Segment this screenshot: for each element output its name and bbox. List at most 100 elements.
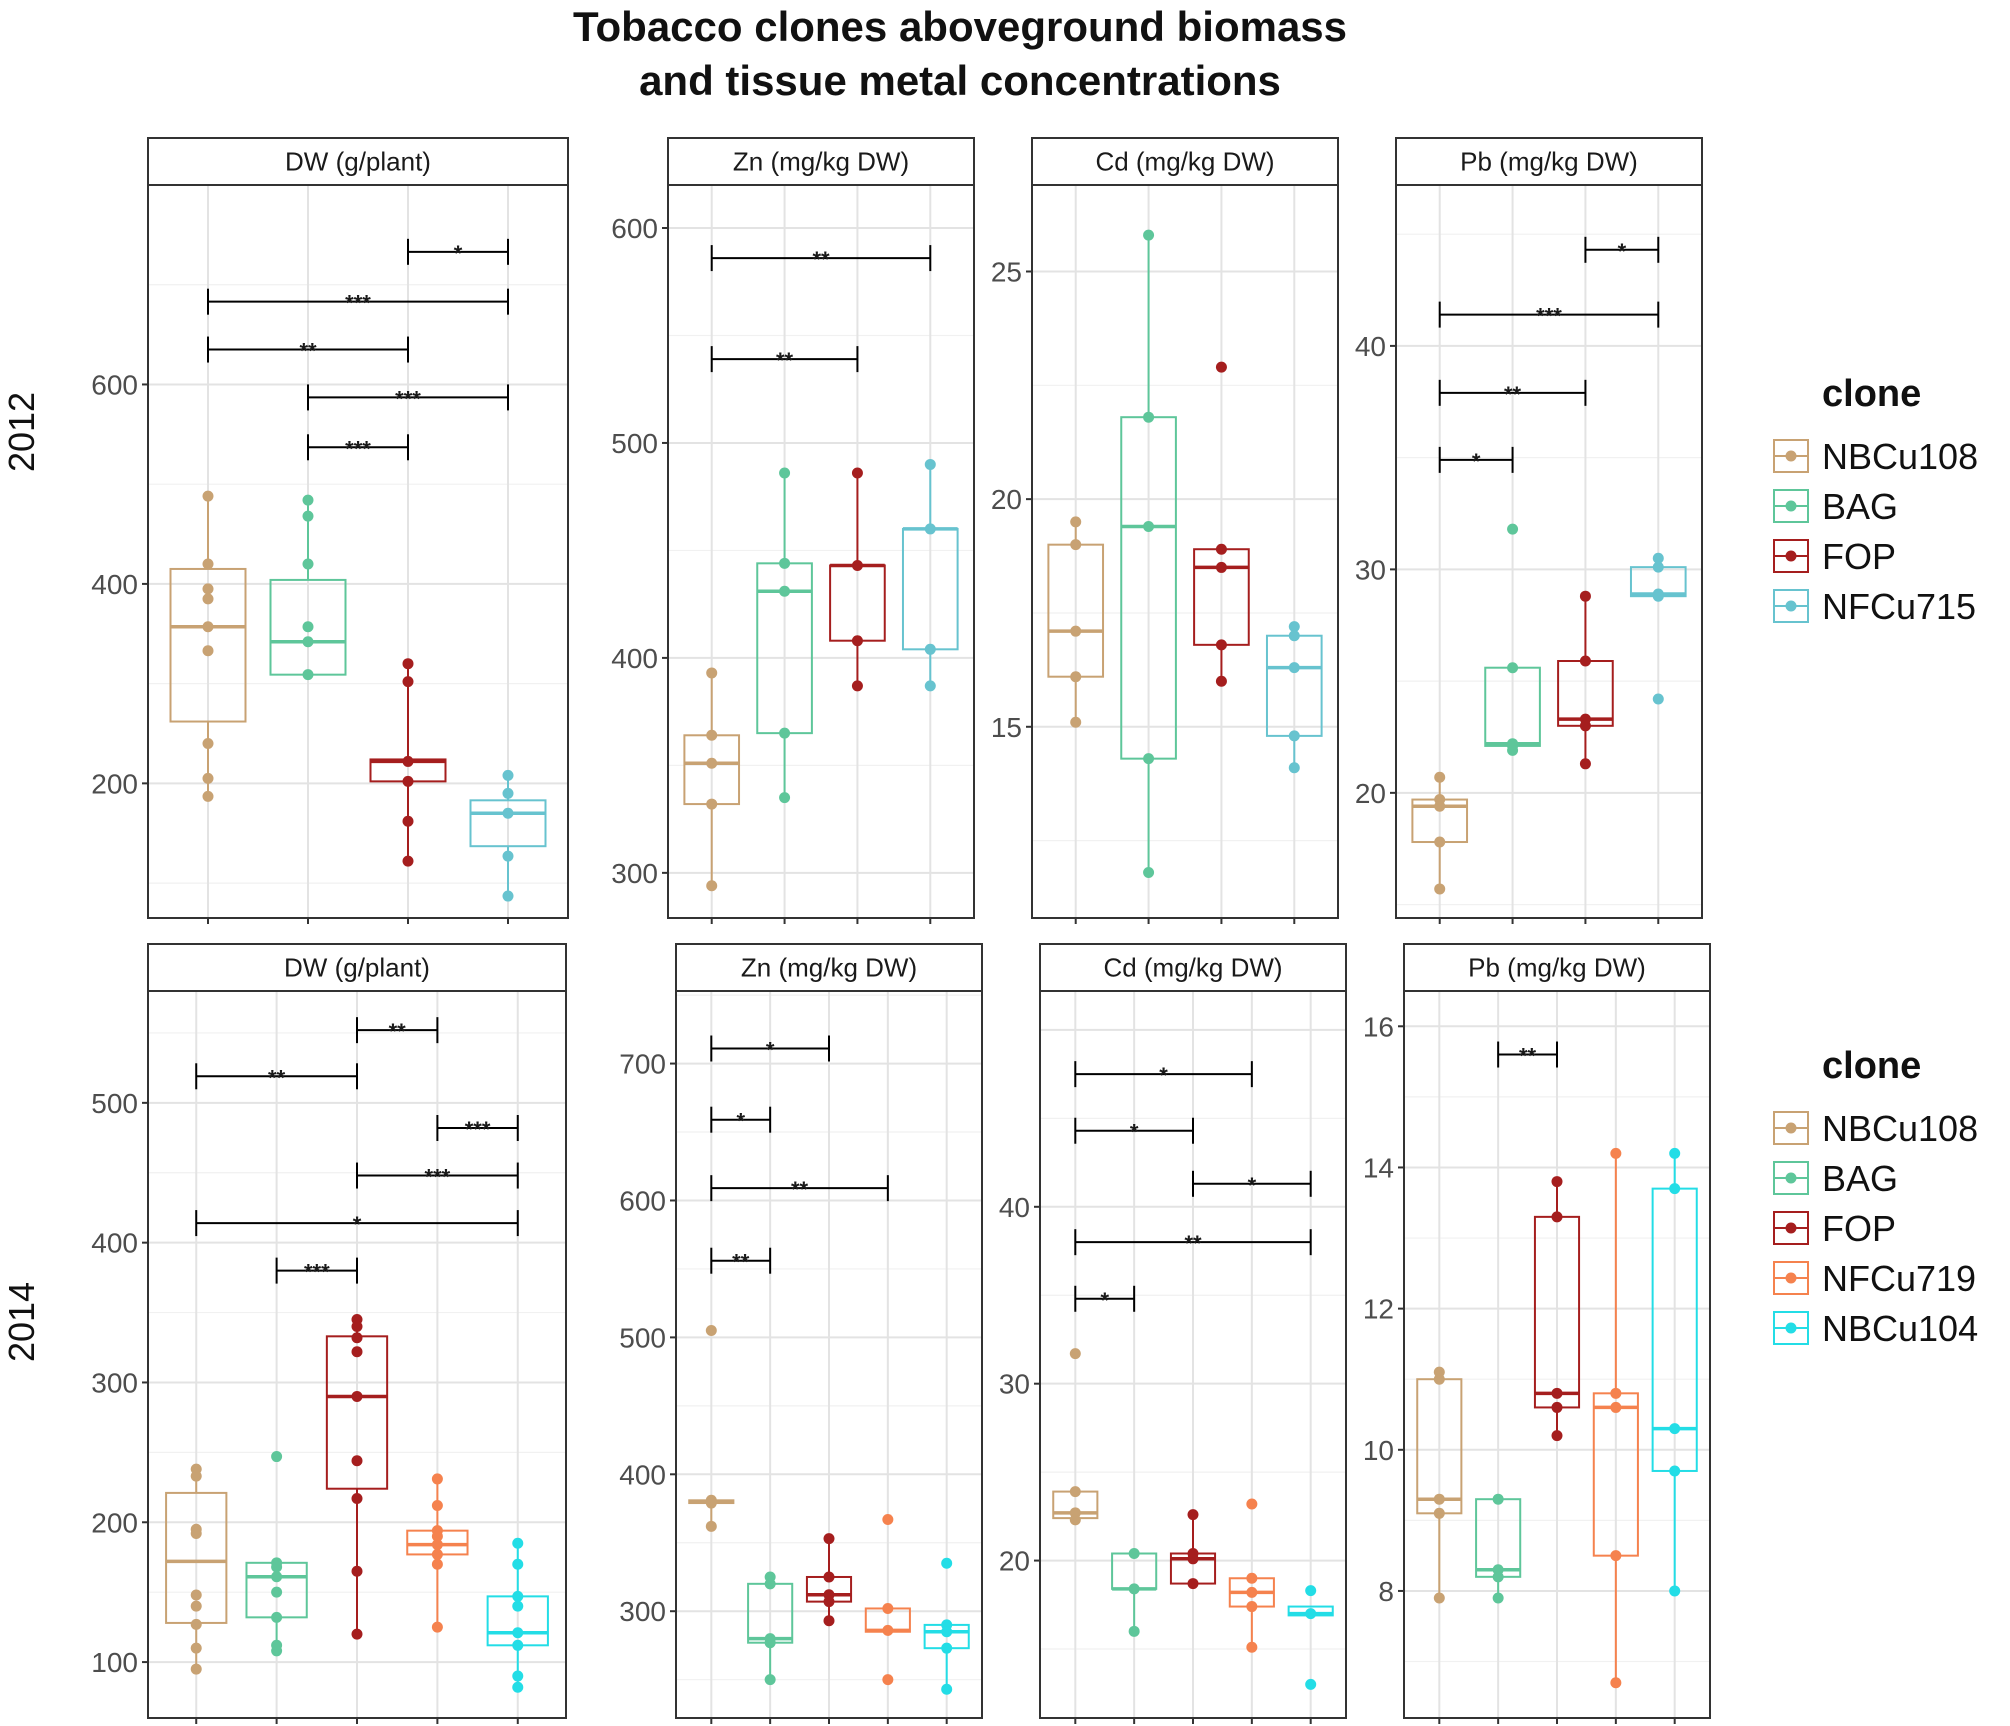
data-point [764,1578,776,1590]
y-tick-label: 600 [611,213,658,244]
legend-item-label: NBCu108 [1822,436,1978,477]
data-point [512,1590,524,1602]
significance-bracket: *** [436,1115,519,1142]
significance-label: * [454,241,463,266]
data-point [1143,411,1155,423]
data-point [851,635,863,647]
data-point [202,490,214,502]
data-point [779,467,791,479]
significance-bracket: ** [710,1247,772,1275]
significance-bracket: * [195,1210,519,1237]
data-point [351,1321,363,1333]
legend-item-label: FOP [1822,536,1896,577]
box-NBCu108 [688,1325,735,1532]
data-point [1492,1592,1504,1604]
significance-label: ** [732,1250,750,1275]
data-point [402,658,414,670]
significance-label: * [736,1109,745,1134]
box-NFCu715 [469,769,547,902]
data-point [502,769,514,781]
data-point [1434,771,1446,783]
data-point [1305,1678,1317,1690]
legend-key-point [1785,600,1797,612]
data-point [1551,1430,1563,1442]
data-point [512,1558,524,1570]
data-point [402,775,414,787]
box-NBCu104 [1651,1147,1698,1597]
data-point [1669,1183,1681,1195]
data-point [1669,1465,1681,1477]
data-point [706,729,718,741]
strip-label: Pb (mg/kg DW) [1460,147,1638,177]
data-point [1507,662,1519,674]
data-point [512,1627,524,1639]
y-tick-label: 14 [1363,1152,1394,1183]
significance-bracket: ** [195,1063,358,1090]
data-point [431,1539,443,1551]
legend-item-label: NBCu104 [1822,1308,1978,1349]
data-point [882,1674,894,1686]
significance-bracket: * [1438,446,1514,474]
significance-label: ** [1519,1044,1537,1069]
panel-border [667,184,975,919]
data-point [1433,1493,1445,1505]
significance-bracket: ** [356,1017,439,1044]
data-point [1288,630,1300,642]
box-FOP [1557,590,1614,770]
box-FOP [369,658,447,867]
significance-bracket: *** [356,1162,519,1190]
legend-item-FOP: FOP [1773,536,1896,577]
data-point [431,1499,443,1511]
significance-label: * [1100,1288,1109,1313]
data-point [190,1527,202,1539]
y-tick-label: 500 [619,1322,666,1353]
box-FOP [325,1314,389,1640]
box-iqr [469,799,547,848]
data-point [1128,1547,1140,1559]
strip-label: DW (g/plant) [285,147,431,177]
data-point [1069,1514,1081,1526]
box-FOP [1193,361,1250,687]
box-BAG [747,1571,794,1686]
data-point [882,1624,894,1636]
y-tick-label: 100 [91,1647,138,1678]
significance-label: ** [776,348,794,373]
data-point [1246,1641,1258,1653]
data-point [351,1455,363,1467]
data-point [1215,361,1227,373]
data-point [351,1493,363,1505]
box-NFCu719 [1592,1147,1639,1689]
legend-key-point [1785,1222,1797,1234]
legend-item-NBCu108: NBCu108 [1773,1108,1978,1149]
data-point [190,1642,202,1654]
significance-label: *** [425,1165,451,1190]
y-tick-label: 16 [1363,1011,1394,1042]
box-BAG [269,494,347,681]
data-point [779,727,791,739]
legend-item-label: NFCu715 [1822,586,1976,627]
data-point [1246,1498,1258,1510]
data-point [1187,1578,1199,1590]
data-point [1128,1583,1140,1595]
data-point [512,1670,524,1682]
data-point [271,1561,283,1573]
box-iqr [683,734,741,806]
significance-label: * [1159,1063,1168,1088]
significance-label: * [353,1212,362,1237]
y-tick-label: 20 [991,484,1022,515]
box-BAG [1111,1547,1158,1637]
data-point [190,1618,202,1630]
strip-label: Pb (mg/kg DW) [1468,953,1646,983]
box-NBCu104 [1287,1585,1334,1690]
data-point [1610,1550,1622,1562]
significance-bracket: * [710,1106,772,1134]
box-NFCu719 [1228,1498,1275,1653]
data-point [402,676,414,688]
significance-label: *** [395,386,421,411]
data-point [512,1600,524,1612]
data-point [882,1513,894,1525]
data-point [1669,1585,1681,1597]
box-BAG [756,467,813,804]
significance-label: *** [465,1117,491,1142]
